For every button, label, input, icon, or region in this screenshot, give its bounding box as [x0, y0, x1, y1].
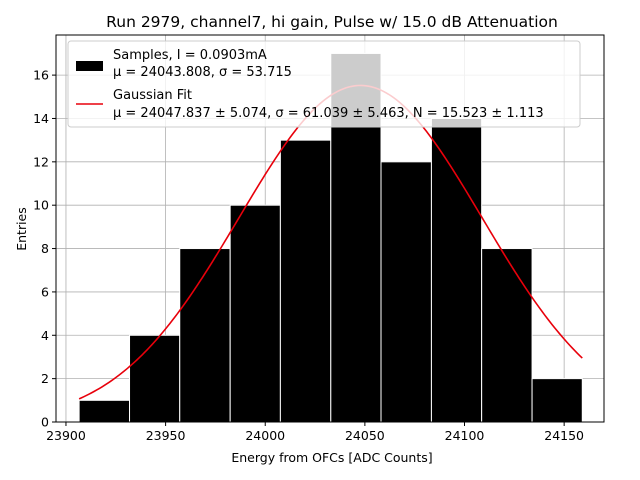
histogram-bar	[481, 248, 533, 423]
histogram-bar	[129, 334, 181, 423]
x-tick-label: 24050	[345, 428, 385, 443]
x-tick-label: 23900	[46, 428, 86, 443]
legend-samples-stats: μ = 24043.808, σ = 53.715	[113, 65, 292, 80]
y-tick-label: 16	[33, 68, 49, 83]
y-tick-label: 0	[41, 415, 49, 430]
x-tick-label: 24150	[544, 428, 584, 443]
histogram-bar	[279, 139, 332, 423]
histogram-bar	[380, 161, 432, 423]
legend-samples-swatch	[76, 61, 103, 71]
y-tick-label: 12	[33, 154, 49, 169]
histogram-bars	[78, 52, 583, 423]
legend-fit-label: Gaussian Fit	[113, 88, 192, 103]
legend-fit-stats: μ = 24047.837 ± 5.074, σ = 61.039 ± 5.46…	[113, 106, 544, 121]
histogram-bar	[78, 399, 131, 423]
histogram-bar	[531, 378, 583, 423]
y-tick-label: 6	[41, 284, 49, 299]
x-axis-label: Energy from OFCs [ADC Counts]	[231, 450, 432, 465]
chart-title: Run 2979, channel7, hi gain, Pulse w/ 15…	[106, 13, 558, 31]
y-tick-label: 14	[33, 111, 49, 126]
legend: Samples, I = 0.0903mA μ = 24043.808, σ =…	[67, 40, 581, 128]
y-axis-label: Entries	[14, 207, 29, 251]
y-tick-label: 4	[41, 328, 49, 343]
x-tick-label: 23950	[146, 428, 186, 443]
histogram-bar	[430, 117, 483, 423]
legend-box	[67, 40, 581, 128]
y-tick-label: 10	[33, 198, 49, 213]
x-tick-label: 24100	[445, 428, 485, 443]
legend-samples-label: Samples, I = 0.0903mA	[113, 48, 267, 63]
y-tick-label: 8	[41, 241, 49, 256]
axis-ticks: 23900 23950 24000 24050 24100 24150 0 2 4 6 8 10 12 1…	[33, 68, 584, 443]
x-tick-label: 24000	[245, 428, 285, 443]
y-tick-label: 2	[41, 371, 49, 386]
plot-frame	[55, 34, 605, 423]
histogram-bar	[179, 248, 231, 423]
histogram-bar	[229, 204, 281, 423]
